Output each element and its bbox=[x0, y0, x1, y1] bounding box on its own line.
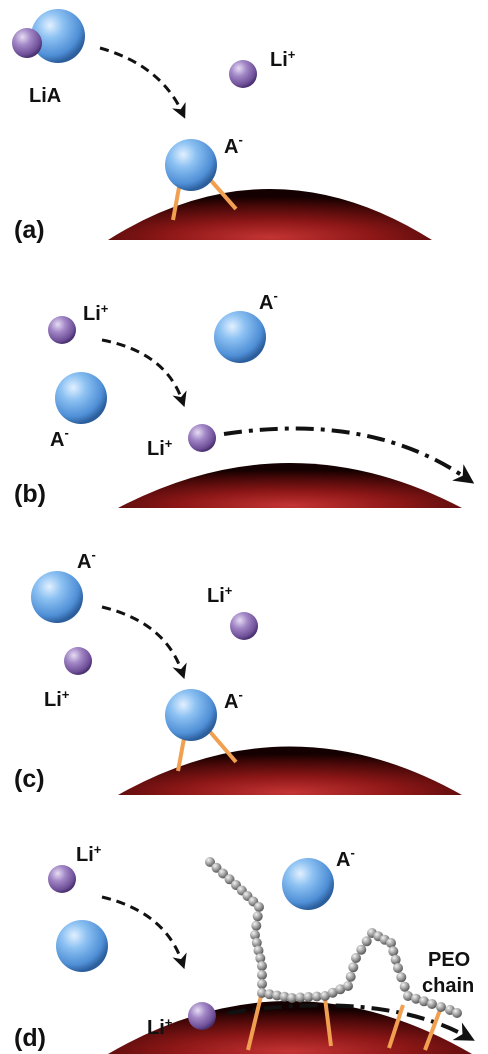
surface-lithium-ion bbox=[188, 1002, 216, 1030]
peo-bead bbox=[254, 902, 264, 912]
peo-bead bbox=[390, 954, 401, 965]
peo-bead bbox=[279, 991, 290, 1002]
peo-bead bbox=[303, 992, 314, 1002]
peo-bead bbox=[411, 993, 421, 1004]
peo-bead bbox=[257, 979, 267, 989]
surface-conduction-arrow bbox=[227, 1003, 475, 1041]
nanoparticle-surface bbox=[118, 746, 462, 795]
peo-bead bbox=[311, 991, 322, 1002]
peo-bead bbox=[320, 991, 330, 1001]
peo-bead bbox=[251, 937, 262, 948]
peo-bead bbox=[257, 988, 267, 998]
peo-bead bbox=[218, 868, 228, 879]
lithium-ion bbox=[230, 612, 258, 640]
lia-anion bbox=[31, 9, 85, 63]
peo-bead bbox=[393, 963, 403, 973]
anion-label: A- bbox=[259, 288, 278, 314]
peo-bead bbox=[264, 989, 275, 1000]
peo-bead bbox=[287, 993, 297, 1003]
anion bbox=[31, 571, 83, 623]
diffusion-arrow bbox=[99, 46, 186, 119]
anion-label: A- bbox=[50, 425, 69, 451]
li-label: Li+ bbox=[207, 583, 233, 607]
lithium-ion bbox=[64, 647, 92, 675]
lia-label: LiA bbox=[29, 85, 61, 107]
lewis-acid-bond bbox=[205, 174, 238, 211]
peo-bead bbox=[436, 1002, 446, 1012]
peo-bead bbox=[388, 946, 399, 957]
lewis-acid-bond bbox=[171, 181, 182, 221]
lithium-ion bbox=[48, 316, 76, 344]
lia-cation bbox=[12, 28, 42, 58]
panel-label: (a) bbox=[14, 216, 45, 244]
li-label: Li+ bbox=[83, 301, 109, 325]
peo-label-line2: chain bbox=[422, 975, 474, 997]
lithium-ion bbox=[48, 865, 76, 893]
peo-bead bbox=[205, 857, 215, 867]
peo-bead bbox=[272, 990, 282, 1001]
panel-b: Li+ A- A- Li+ (b) bbox=[14, 288, 475, 508]
peo-bead bbox=[396, 972, 407, 983]
peo-bead bbox=[399, 981, 410, 992]
surface-conduction-arrow bbox=[223, 426, 475, 484]
li-label: Li+ bbox=[44, 687, 70, 711]
panel-c: A- Li+ Li+ A- (c) bbox=[14, 547, 462, 795]
peo-bead bbox=[257, 961, 267, 971]
surface-lithium-ion bbox=[188, 424, 216, 452]
panel-label: (b) bbox=[14, 480, 46, 508]
nanoparticle-surface bbox=[118, 463, 462, 508]
li-surface-label: Li+ bbox=[147, 1015, 173, 1039]
li-surface-label: Li+ bbox=[147, 436, 173, 460]
peo-bead bbox=[252, 911, 263, 922]
peo-bead bbox=[345, 971, 356, 982]
panel-a: LiA Li+ A- (a) bbox=[12, 9, 432, 244]
anion-label: A- bbox=[224, 132, 243, 158]
peo-chain bbox=[205, 857, 462, 1018]
peo-bead bbox=[295, 992, 306, 1003]
peo-bead bbox=[335, 984, 346, 995]
anion bbox=[56, 920, 108, 972]
peo-bonds bbox=[246, 995, 442, 1051]
peo-bead bbox=[257, 970, 267, 980]
peo-bead bbox=[403, 991, 413, 1001]
peo-bead bbox=[250, 930, 260, 940]
peo-bead bbox=[356, 944, 367, 955]
anion-label: A- bbox=[77, 547, 96, 573]
anion-label: A- bbox=[224, 687, 243, 713]
peo-bead bbox=[255, 953, 266, 964]
anion bbox=[214, 311, 266, 363]
li-label: Li+ bbox=[76, 842, 102, 866]
panel-label: (d) bbox=[14, 1024, 46, 1052]
peo-bead bbox=[361, 936, 372, 947]
panel-label: (c) bbox=[14, 765, 45, 793]
adsorbed-anion bbox=[165, 139, 217, 191]
peo-bead bbox=[251, 920, 262, 931]
panel-d: Li+ A- Li+ PEO chain (d) bbox=[14, 842, 475, 1054]
peo-bead bbox=[452, 1008, 462, 1018]
nanoparticle-surface bbox=[108, 189, 432, 240]
peo-bead bbox=[386, 938, 396, 948]
peo-bead bbox=[327, 987, 338, 998]
anion bbox=[282, 858, 334, 910]
diffusion-arrow bbox=[101, 338, 187, 408]
peo-bead bbox=[348, 962, 359, 973]
li-label: Li+ bbox=[270, 47, 296, 71]
adsorbed-anion bbox=[165, 689, 217, 741]
diffusion-arrow bbox=[101, 605, 187, 680]
lithium-ion bbox=[229, 60, 257, 88]
anion bbox=[55, 372, 107, 424]
peo-bead bbox=[253, 945, 264, 956]
peo-bead bbox=[224, 874, 235, 885]
diffusion-arrow bbox=[101, 895, 187, 970]
anion-label: A- bbox=[336, 845, 355, 871]
peo-bead bbox=[343, 981, 353, 991]
peo-bead bbox=[211, 862, 222, 873]
lewis-acid-bond bbox=[204, 725, 238, 764]
peo-label-line1: PEO bbox=[428, 949, 470, 971]
peo-bead bbox=[351, 953, 361, 963]
peo-bead bbox=[427, 999, 437, 1009]
peo-bead bbox=[419, 996, 429, 1007]
